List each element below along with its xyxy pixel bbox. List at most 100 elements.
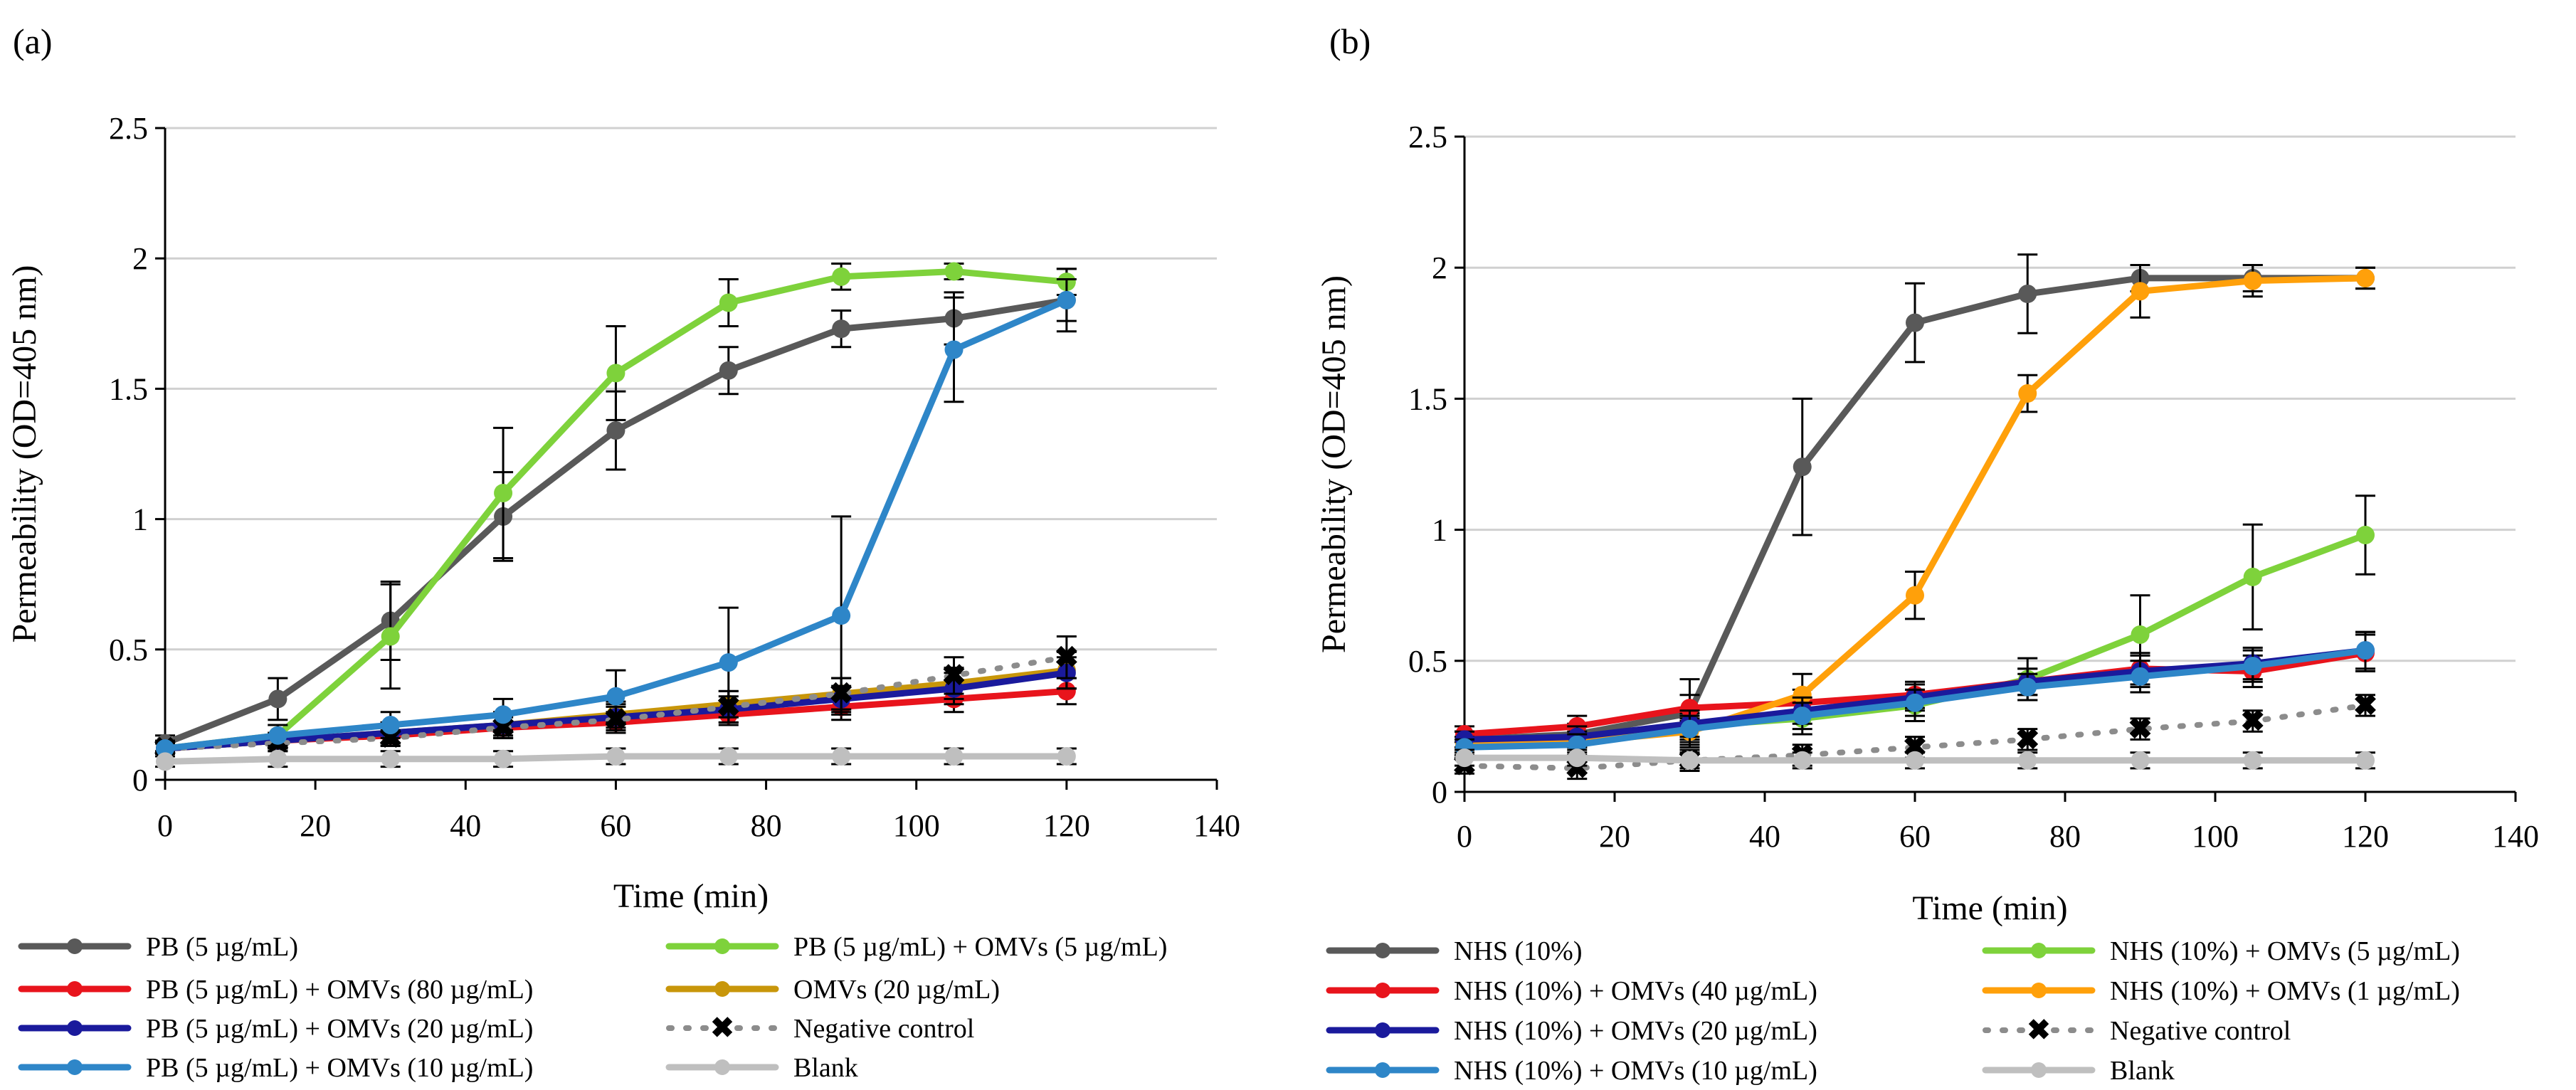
- legend-swatch-marker: [67, 981, 83, 997]
- y-tick-label: 2: [132, 241, 148, 276]
- x-tick-label: 40: [1749, 819, 1780, 854]
- y-tick-label: 0: [1432, 775, 1447, 810]
- data-point: [1906, 751, 1924, 770]
- legend-item-pb-5-g-ml-omvs-10-g-ml: PB (5 µg/mL) + OMVs (10 µg/mL): [18, 1053, 533, 1083]
- legend-item-blank: Blank: [1982, 1056, 2175, 1086]
- data-point: [944, 262, 964, 281]
- data-point: [156, 739, 174, 758]
- data-point: [719, 653, 738, 672]
- x-axis-label: Time (min): [1912, 889, 2067, 927]
- x-tick-label: 120: [2342, 819, 2389, 854]
- legend-item-nhs-10-omvs-20-g-ml: NHS (10%) + OMVs (20 µg/mL): [1326, 1016, 1817, 1046]
- legend-swatch-marker: [67, 1059, 83, 1075]
- data-point: [606, 421, 625, 440]
- panel-a: (a) 0 0.5 1 1.5 2 2.5 0 20 40 60 80 100 120 140 Time (m…: [6, 21, 1240, 1083]
- data-point: [2356, 525, 2375, 544]
- legend-swatch-marker: [714, 981, 730, 997]
- legend-swatch-marker: [714, 1059, 730, 1075]
- panel-b: (b) 0 0.5 1 1.5 2 2.5 0 20 40 60 80 100 120 140 Time (m…: [1315, 21, 2539, 1086]
- x-tick-label: 20: [1599, 819, 1630, 854]
- series-nhs-10: [1455, 253, 2375, 749]
- legend-item-nhs-10: NHS (10%): [1326, 936, 1582, 966]
- legend-label: NHS (10%) + OMVs (20 µg/mL): [1454, 1016, 1817, 1046]
- legend-swatch-marker: [1375, 1022, 1390, 1038]
- x-axis-label: Time (min): [613, 877, 769, 915]
- series-line: [1462, 702, 2368, 771]
- x-tick-label: 120: [1043, 808, 1090, 843]
- panel-label: (a): [13, 21, 53, 61]
- data-point: [1793, 685, 1812, 704]
- y-tick-label: 2: [1432, 250, 1447, 285]
- legend-swatch-marker: [1375, 943, 1390, 958]
- legend-swatch-marker: [1375, 1062, 1390, 1078]
- x-tick-label: 0: [157, 808, 173, 843]
- x-tick-label: 100: [893, 808, 940, 843]
- legend-label: Blank: [793, 1053, 858, 1083]
- y-tick-label: 1.5: [1408, 381, 1447, 416]
- legend-label: NHS (10%) + OMVs (10 µg/mL): [1454, 1056, 1817, 1086]
- data-point: [832, 747, 851, 766]
- legend-label: PB (5 µg/mL) + OMVs (5 µg/mL): [793, 932, 1167, 962]
- data-point: [1906, 586, 1924, 605]
- legend-label: PB (5 µg/mL) + OMVs (20 µg/mL): [146, 1014, 533, 1044]
- x-tick-label: 60: [600, 808, 631, 843]
- x-tick-label: 0: [1457, 819, 1472, 854]
- series-blank: [155, 747, 1077, 771]
- data-point: [268, 726, 287, 745]
- legend: PB (5 µg/mL) PB (5 µg/mL) + OMVs (5 µg/mL…: [18, 932, 1167, 1083]
- legend-item-negative-control: ✖ Negative control: [1983, 1014, 2291, 1046]
- legend-item-nhs-10-omvs-40-g-ml: NHS (10%) + OMVs (40 µg/mL): [1326, 976, 1817, 1006]
- y-tick-label: 2.5: [1408, 120, 1447, 154]
- data-point: [944, 747, 964, 766]
- data-point: [2356, 268, 2375, 287]
- x-tick-label: 60: [1899, 819, 1931, 854]
- data-point: [2131, 751, 2150, 770]
- legend-label: NHS (10%) + OMVs (40 µg/mL): [1454, 976, 1817, 1006]
- data-point: [268, 689, 287, 709]
- data-point: [2356, 641, 2375, 660]
- data-point: [494, 483, 513, 502]
- legend-swatch-marker: [714, 938, 730, 954]
- data-point: ✖: [2240, 706, 2265, 739]
- y-axis-label: Permeability (OD=405 nm): [6, 265, 43, 643]
- data-point: ✖: [941, 660, 966, 692]
- legend-swatch-marker: [2031, 943, 2047, 958]
- legend: NHS (10%) NHS (10%) + OMVs (5 µg/mL) NHS (…: [1326, 936, 2460, 1086]
- data-point: [2131, 667, 2150, 686]
- data-point: [719, 747, 738, 766]
- series-pb-5-g-ml-omvs-10-g-ml: [155, 278, 1077, 758]
- data-point: [1680, 751, 1699, 770]
- data-point: [832, 606, 851, 625]
- x-tick-label: 140: [2492, 819, 2539, 854]
- data-point: [832, 267, 851, 286]
- legend-swatch-marker: [2031, 1062, 2047, 1078]
- legend-swatch-marker: [67, 938, 83, 954]
- x-tick-label: 100: [2192, 819, 2239, 854]
- legend-item-pb-5-g-ml-omvs-20-g-ml: PB (5 µg/mL) + OMVs (20 µg/mL): [18, 1014, 533, 1044]
- legend-swatch-marker: [2031, 983, 2047, 998]
- data-point: [1455, 748, 1474, 768]
- data-point: [606, 747, 625, 766]
- data-point: [494, 705, 513, 724]
- data-point: [381, 716, 400, 735]
- data-point: [719, 293, 738, 312]
- data-point: [606, 687, 625, 706]
- y-tick-label: 0.5: [1408, 644, 1447, 679]
- data-point: [2131, 282, 2150, 301]
- legend-swatch-marker: ✖: [2027, 1014, 2051, 1046]
- legend-label: NHS (10%): [1454, 936, 1582, 966]
- legend-label: Blank: [2110, 1056, 2175, 1086]
- legend-label: NHS (10%) + OMVs (5 µg/mL): [2110, 936, 2460, 966]
- data-point: ✖: [2353, 689, 2377, 722]
- data-point: [268, 749, 287, 768]
- legend-item-negative-control: ✖ Negative control: [666, 1012, 974, 1044]
- legend-label: Negative control: [793, 1014, 974, 1044]
- data-point: [944, 340, 964, 359]
- data-point: [2131, 625, 2150, 644]
- y-tick-label: 0.5: [109, 633, 148, 667]
- y-tick-label: 2.5: [109, 111, 148, 146]
- data-point: ✖: [2015, 724, 2040, 756]
- legend-label: PB (5 µg/mL) + OMVs (80 µg/mL): [146, 975, 533, 1005]
- data-point: [1793, 707, 1812, 726]
- data-point: [832, 319, 851, 339]
